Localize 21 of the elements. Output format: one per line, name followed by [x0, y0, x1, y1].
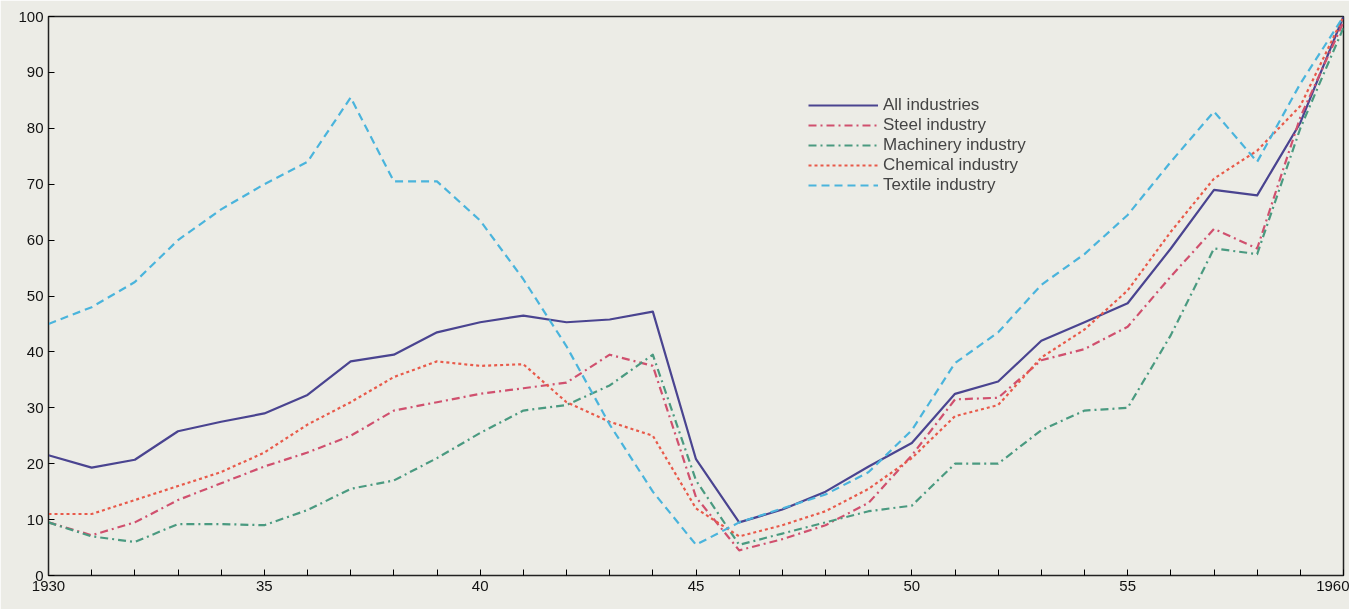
y-tick-label: 90 [26, 63, 44, 81]
y-tick-label: 40 [26, 342, 44, 360]
x-tick-label: 50 [903, 576, 921, 594]
legend-label: Machinery industry [883, 135, 1026, 155]
x-tick-label: 40 [471, 576, 489, 594]
y-tick-label: 100 [18, 7, 44, 25]
legend-label: All industries [883, 95, 980, 115]
x-tick-label: 45 [687, 576, 705, 594]
y-tick-label: 20 [26, 454, 44, 472]
x-tick-label: 1960 [1316, 576, 1349, 594]
x-tick-label: 55 [1119, 576, 1137, 594]
y-tick-label: 60 [26, 231, 44, 249]
y-tick-label: 80 [26, 119, 44, 137]
x-tick-label: 35 [255, 576, 273, 594]
y-tick-label: 10 [26, 510, 44, 528]
legend-label: Textile industry [883, 175, 996, 195]
legend-label: Chemical industry [883, 155, 1019, 175]
y-tick-label: 30 [26, 398, 44, 416]
y-tick-label: 50 [26, 287, 44, 304]
y-tick-label: 70 [26, 175, 44, 193]
legend-label: Steel industry [883, 115, 986, 135]
